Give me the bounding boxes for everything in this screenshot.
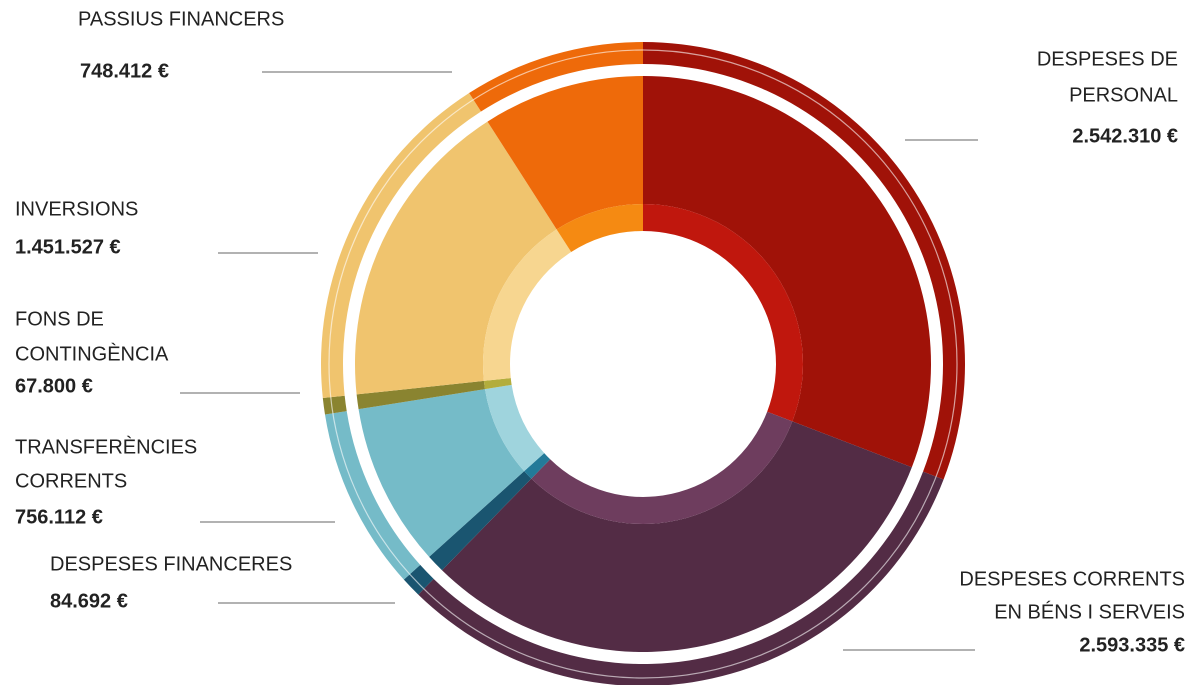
value-label: 84.692 € [50,590,128,612]
value-label: 748.412 € [80,60,169,82]
category-label: CORRENTS [15,470,127,492]
category-label: FONS DE [15,308,104,330]
category-label: EN BÉNS I SERVEIS [994,600,1185,623]
outer-ring-segment [643,42,965,480]
inner-ring-segment [556,204,643,253]
inner-ring-segment [531,411,793,524]
value-label: 2.593.335 € [1079,634,1185,656]
inner-ring-segment [483,229,572,381]
outer-ring-segment [321,92,482,399]
donut-segment [356,380,485,410]
donut-segment [643,76,931,468]
outer-ring-segment [324,411,421,580]
donut-segment [442,421,912,652]
inner-ring-segment [483,378,512,390]
ring-divider [328,49,958,679]
donut-segment [487,76,643,230]
category-label: INVERSIONS [15,198,138,220]
category-label: CONTINGÈNCIA [15,342,169,365]
category-label: PASSIUS FINANCERS [78,8,284,30]
value-label: 2.542.310 € [1072,125,1178,147]
outer-ring-segment [418,471,944,685]
value-label: 756.112 € [15,506,103,528]
outer-ring-segment [469,42,643,112]
donut-segment [358,389,525,557]
category-label: DESPESES CORRENTS [959,568,1185,590]
outer-ring-segment [403,564,434,595]
inner-ring-segment [524,453,551,479]
donut-segment [429,471,532,571]
outer-ring-segment [322,395,347,415]
value-label: 1.451.527 € [15,236,121,258]
inner-ring-segment [484,384,545,472]
category-label: DESPESES FINANCERES [50,553,292,575]
category-label: TRANSFERÈNCIES [15,435,197,458]
donut-segment [355,121,557,395]
category-label: DESPESES DE [1037,48,1178,70]
value-label: 67.800 € [15,375,93,397]
category-label: PERSONAL [1069,84,1178,106]
inner-ring-segment [643,204,803,422]
